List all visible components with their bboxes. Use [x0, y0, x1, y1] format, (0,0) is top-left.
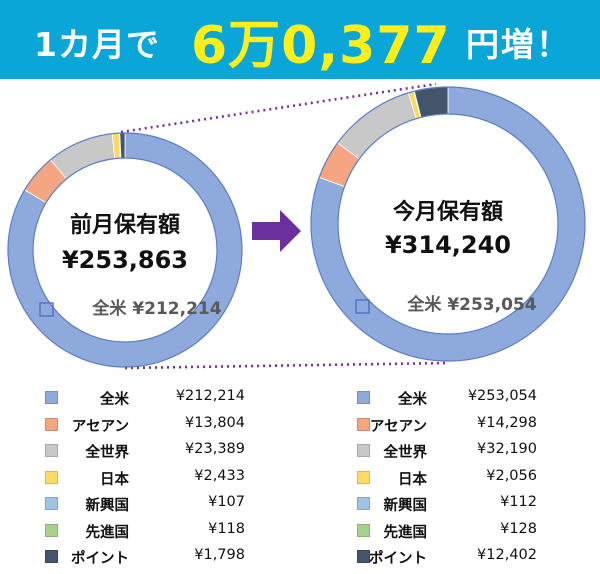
legend-item: アセアン ¥14,298	[357, 415, 537, 442]
legend-name: ポイント	[369, 551, 427, 567]
legend-value: ¥23,389	[185, 441, 245, 457]
legend-swatch	[45, 550, 58, 563]
legend-name: アセアン	[71, 418, 129, 435]
legend-swatch	[45, 417, 58, 431]
legend-previous-month: 全米 ¥212,214 アセアン ¥13,804 全世界 ¥23,389 日本 ¥2,4…	[45, 388, 245, 574]
legend-value: ¥13,804	[185, 414, 245, 431]
donut-inner-outline	[32, 157, 218, 343]
donut-title: 今月保有額	[393, 199, 503, 225]
connector-top	[120, 82, 437, 134]
legend-item: ポイント ¥12,402	[357, 547, 537, 574]
legend-name: 先進国	[85, 524, 130, 541]
donut-callout: 全米 ¥212,214	[91, 298, 221, 319]
legend-item: 全米 ¥253,054	[357, 388, 537, 415]
legend-value: ¥107	[208, 494, 245, 510]
legend-value: ¥253,054	[467, 388, 537, 404]
legend-value: ¥14,298	[477, 414, 537, 431]
legend-item: 新興国 ¥107	[45, 494, 245, 521]
callout-marker	[39, 302, 54, 317]
donut-title: 前月保有額	[70, 212, 180, 238]
legend-item: 先進国 ¥128	[357, 521, 537, 548]
donut-slice	[119, 132, 126, 159]
legend-name: 全世界	[383, 445, 428, 461]
legend-item: アセアン ¥13,804	[45, 415, 245, 442]
legend-value: ¥12,402	[477, 547, 537, 563]
legend-item: ポイント ¥1,798	[45, 547, 245, 574]
legend-swatch	[357, 391, 370, 404]
legend-value: ¥2,433	[194, 467, 245, 484]
legend-value: ¥32,190	[477, 441, 537, 457]
legend-item: 日本 ¥2,433	[45, 468, 245, 495]
legend-item: 全世界 ¥32,190	[357, 441, 537, 468]
legend-swatch	[357, 417, 370, 431]
callout-marker	[355, 299, 370, 314]
legend-swatch	[45, 470, 58, 484]
legend-value: ¥128	[500, 520, 537, 537]
legend-name: 先進国	[383, 524, 428, 541]
headline-prefix: 1カ月で	[34, 25, 160, 64]
headline-amount: 6万0,377	[191, 16, 451, 76]
donut-total: ¥314,240	[385, 231, 511, 259]
legend-name: 新興国	[85, 498, 130, 514]
legend-name: 全世界	[85, 445, 130, 461]
legend-item: 先進国 ¥118	[45, 521, 245, 548]
legend-swatch	[45, 444, 58, 457]
legend-item: 全米 ¥212,214	[45, 388, 245, 415]
legend-swatch	[357, 497, 370, 510]
headline-suffix: 円増！	[466, 25, 571, 64]
legend-swatch	[357, 550, 370, 563]
legend-item: 日本 ¥2,056	[357, 468, 537, 495]
legend-swatch	[357, 470, 370, 484]
donut-outline	[310, 86, 586, 362]
legend-swatch	[357, 444, 370, 457]
legend-swatch	[357, 523, 370, 537]
legend-swatch	[45, 497, 58, 510]
legend-name: ポイント	[71, 551, 129, 567]
connector-bottom	[124, 361, 449, 370]
legend-value: ¥118	[208, 520, 245, 537]
legend-name: 全米	[100, 392, 129, 408]
legend-name: 日本	[398, 471, 427, 488]
donut-slice	[337, 92, 417, 160]
donut-total: ¥253,863	[62, 246, 188, 274]
legend-value: ¥212,214	[175, 388, 245, 404]
headline-banner: 1カ月で 6万0,377 円増！	[0, 0, 600, 79]
legend-name: 日本	[100, 471, 129, 488]
legend-swatch	[45, 523, 58, 537]
legend-value: ¥2,056	[486, 467, 537, 484]
legend-value: ¥112	[500, 494, 537, 510]
legend-name: 全米	[398, 392, 427, 408]
legend-current-month: 全米 ¥253,054 アセアン ¥14,298 全世界 ¥32,190 日本 ¥2,0…	[357, 388, 537, 574]
donut-callout: 全米 ¥253,054	[406, 294, 536, 315]
legend-item: 全世界 ¥23,389	[45, 441, 245, 468]
legend-swatch	[45, 391, 58, 404]
legend-value: ¥1,798	[194, 547, 245, 563]
donut-inner-outline	[337, 113, 559, 335]
legend-item: 新興国 ¥112	[357, 494, 537, 521]
legend-name: アセアン	[369, 418, 427, 435]
legend-name: 新興国	[383, 498, 428, 514]
right-arrow-icon	[252, 210, 301, 252]
